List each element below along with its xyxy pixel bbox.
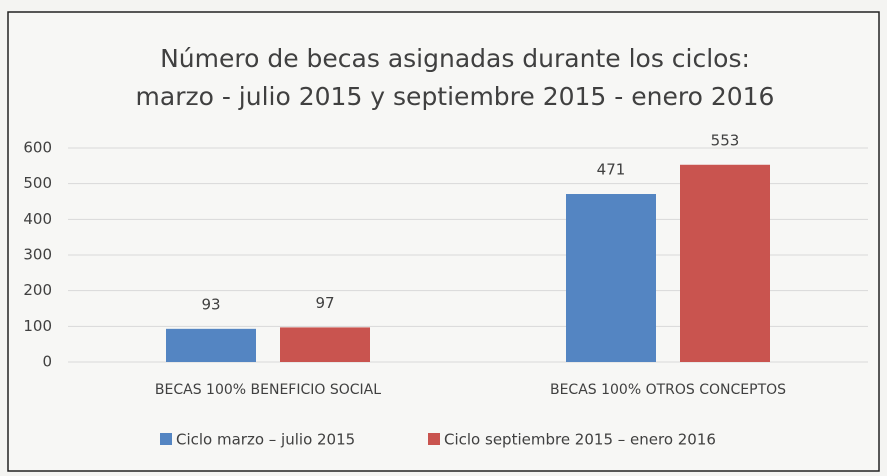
x-tick-label: BECAS 100% OTROS CONCEPTOS	[550, 382, 786, 398]
y-tick-label: 600	[23, 139, 52, 157]
chart-title: marzo - julio 2015 y septiembre 2015 - e…	[136, 82, 775, 111]
y-tick-label: 0	[42, 353, 52, 371]
bar	[680, 164, 770, 362]
legend-label: Ciclo septiembre 2015 – enero 2016	[444, 431, 716, 449]
bar	[166, 328, 256, 362]
y-tick-label: 100	[23, 317, 52, 335]
data-label: 553	[711, 131, 740, 149]
data-label: 471	[597, 161, 626, 179]
chart-title: Número de becas asignadas durante los ci…	[160, 44, 750, 73]
bar	[280, 327, 370, 362]
x-tick-label: BECAS 100% BENEFICIO SOCIAL	[155, 382, 381, 398]
legend-label: Ciclo marzo – julio 2015	[176, 431, 355, 449]
y-tick-label: 500	[23, 174, 52, 192]
y-tick-label: 300	[23, 246, 52, 264]
y-tick-label: 400	[23, 210, 52, 228]
data-label: 93	[201, 295, 220, 313]
data-label: 97	[315, 294, 334, 312]
legend-swatch	[428, 433, 440, 445]
bar	[566, 194, 656, 362]
legend-swatch	[160, 433, 172, 445]
y-tick-label: 200	[23, 281, 52, 299]
